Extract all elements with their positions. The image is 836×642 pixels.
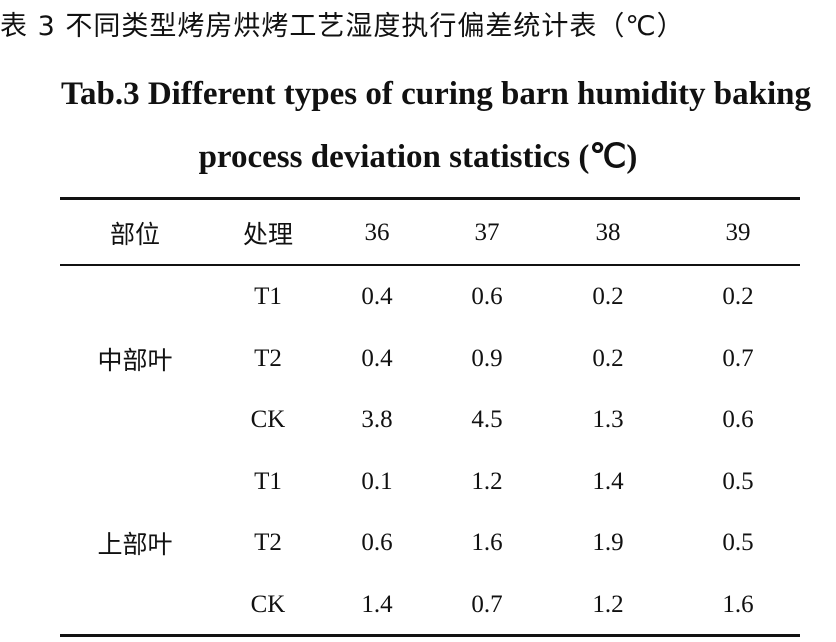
cell: 0.2 <box>592 344 624 372</box>
cell: 0.6 <box>471 283 503 310</box>
cell: 0.7 <box>722 344 754 372</box>
cell: T1 <box>254 283 282 310</box>
group-label: 上部叶 <box>97 532 173 560</box>
header-cell: 36 <box>364 219 390 246</box>
cell: 1.4 <box>592 467 624 495</box>
cell: 3.8 <box>361 406 393 434</box>
cell: 0.6 <box>361 529 393 557</box>
cell: T2 <box>254 529 282 557</box>
cell: 1.2 <box>592 591 624 618</box>
cell: 0.4 <box>361 344 393 372</box>
cell: T2 <box>254 344 282 372</box>
header-cell: 部位 <box>109 222 161 249</box>
cell: T1 <box>254 467 282 495</box>
cell: 0.5 <box>722 467 754 495</box>
cell: 0.6 <box>722 406 754 434</box>
cell: 1.4 <box>361 591 393 618</box>
title-cn: 表 3 不同类型烤房烘烤工艺湿度执行偏差统计表（℃） <box>0 11 685 42</box>
cell: 0.4 <box>361 283 393 310</box>
cell: 0.1 <box>361 467 393 495</box>
cell: 0.7 <box>471 591 503 618</box>
header-cell: 39 <box>725 219 751 246</box>
header-cell: 处理 <box>242 222 294 249</box>
cell: 0.2 <box>592 283 624 310</box>
group-label: 中部叶 <box>97 347 173 375</box>
header-rule <box>60 264 800 266</box>
cell: 1.6 <box>471 529 503 557</box>
cell: CK <box>250 591 286 618</box>
cell: 0.9 <box>471 344 503 372</box>
bottom-rule <box>60 634 800 637</box>
title-en: process deviation statistics (℃) <box>198 139 638 175</box>
cell: 0.5 <box>722 529 754 557</box>
cell: CK <box>250 406 286 434</box>
title-en: Tab.3 Different types of curing barn hum… <box>61 76 811 112</box>
cell: 1.6 <box>722 591 754 618</box>
cell: 0.2 <box>722 283 754 310</box>
cell: 1.9 <box>592 529 624 557</box>
top-rule <box>60 197 800 200</box>
cell: 1.3 <box>592 406 624 434</box>
cell: 1.2 <box>471 467 503 495</box>
header-cell: 38 <box>595 219 621 246</box>
cell: 4.5 <box>471 406 503 434</box>
header-cell: 37 <box>474 219 500 246</box>
